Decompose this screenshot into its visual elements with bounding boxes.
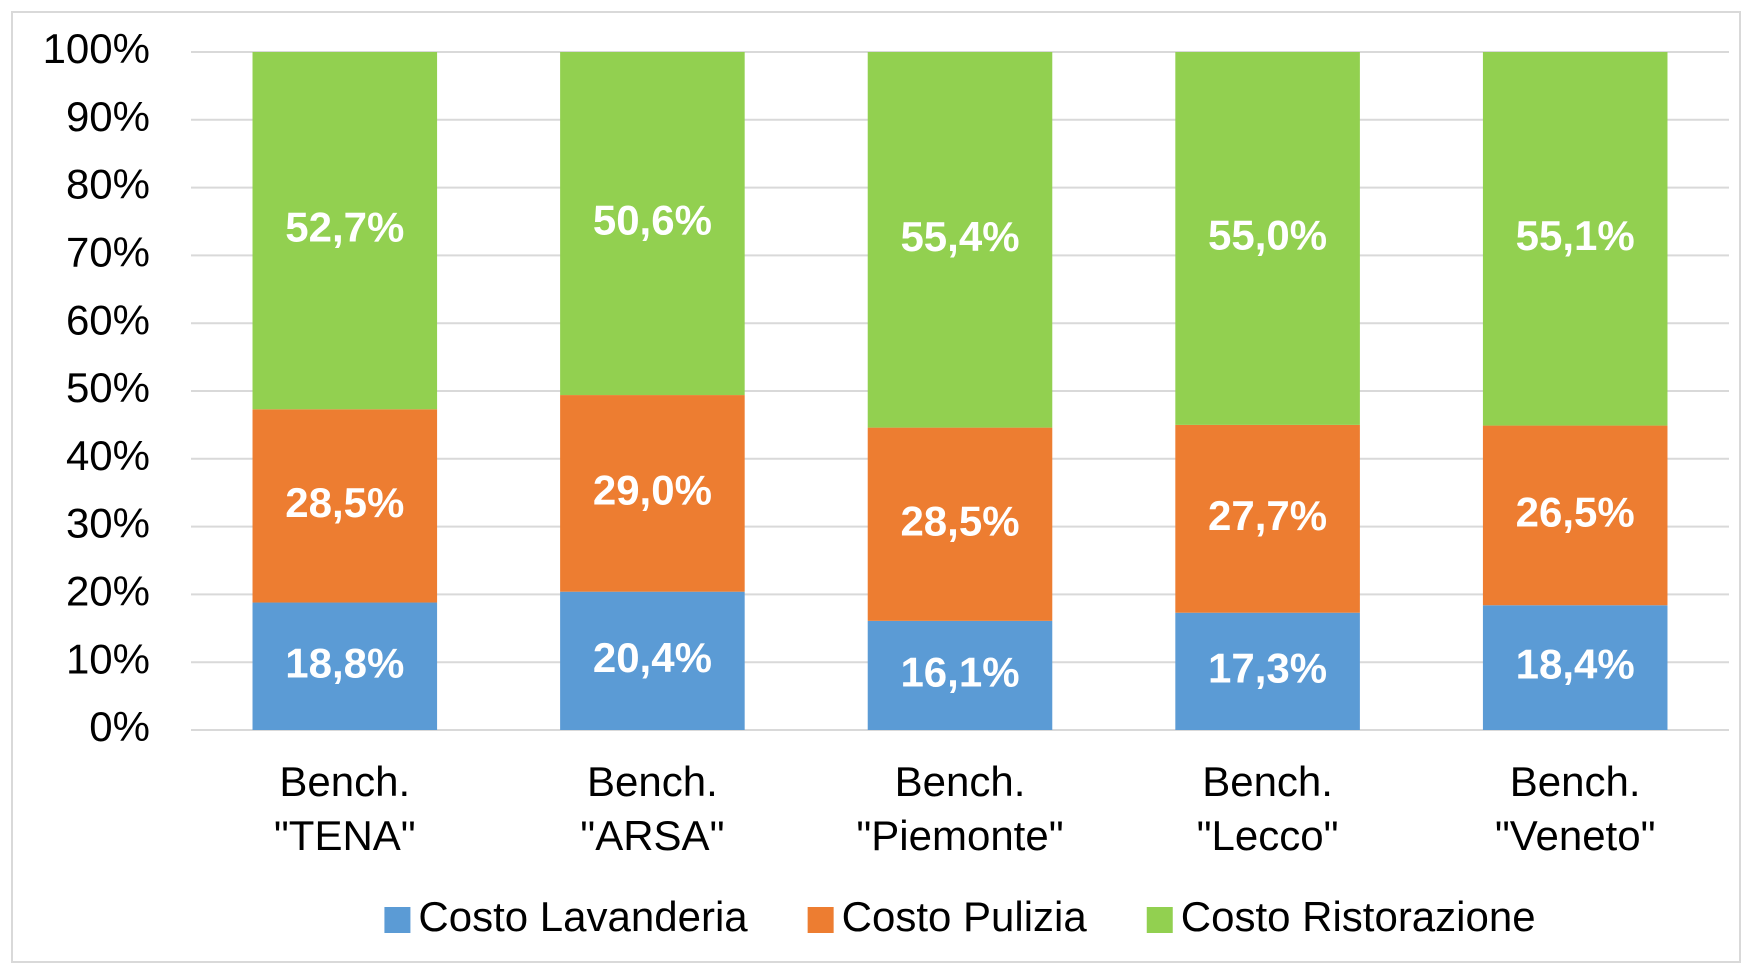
bar-segment (867, 52, 1053, 428)
legend-label: Costo Ristorazione (1181, 893, 1536, 940)
data-label: 52,7% (285, 204, 404, 251)
data-label: 18,4% (1516, 641, 1635, 688)
legend-label: Costo Pulizia (842, 893, 1088, 940)
data-label: 16,1% (900, 649, 1019, 696)
bar-segment (1482, 52, 1668, 426)
y-tick-label: 90% (66, 93, 150, 140)
legend-swatch (384, 907, 411, 933)
legend-swatch (1146, 907, 1173, 933)
chart-frame (11, 11, 1741, 963)
bar-segment (1175, 424, 1360, 613)
bar-segment (252, 52, 438, 410)
data-label: 55,1% (1516, 212, 1635, 259)
data-label: 28,5% (285, 479, 404, 526)
bar-segment (1175, 52, 1360, 425)
y-tick-label: 40% (66, 432, 150, 479)
data-label: 17,3% (1208, 644, 1327, 691)
y-tick-label: 70% (66, 228, 150, 275)
legend-swatch (807, 907, 834, 933)
y-tick-label: 60% (66, 296, 150, 343)
data-label: 27,7% (1208, 492, 1327, 539)
bar-segment (867, 427, 1053, 621)
bar-segment (1482, 605, 1668, 730)
legend: Costo Lavanderia Costo Pulizia Costo Risto… (384, 893, 1536, 940)
y-tick-label: 50% (66, 364, 150, 411)
y-tick-label: 0% (89, 703, 150, 750)
data-label: 20,4% (593, 634, 712, 681)
x-tick-label: Bench. "Lecco" (1196, 758, 1339, 859)
x-tick-label: Bench. "Piemonte" (856, 758, 1064, 859)
y-tick-label: 100% (43, 25, 150, 72)
bar-segment (560, 395, 745, 592)
data-label: 55,4% (900, 213, 1019, 260)
data-label: 50,6% (593, 197, 712, 244)
data-label: 26,5% (1516, 489, 1635, 536)
bar-segment (1482, 425, 1668, 606)
data-label: 55,0% (1208, 212, 1327, 259)
y-tick-label: 30% (66, 500, 150, 547)
bar-segment (560, 591, 745, 730)
x-tick-label: Bench. "TENA" (273, 758, 416, 859)
data-label: 28,5% (900, 497, 1019, 544)
bar-segment (867, 620, 1053, 730)
data-label: 18,8% (285, 639, 404, 686)
data-label: 29,0% (593, 466, 712, 513)
y-tick-label: 10% (66, 635, 150, 682)
x-tick-label: Bench. "Veneto" (1494, 758, 1656, 859)
bar-segment (560, 52, 745, 396)
bar-segment (1175, 612, 1360, 730)
bar-segment (252, 409, 438, 603)
x-tick-label: Bench. "ARSA" (580, 758, 725, 859)
y-tick-label: 80% (66, 161, 150, 208)
legend-label: Costo Lavanderia (418, 893, 748, 940)
bar-segment (252, 602, 438, 730)
y-tick-label: 20% (66, 567, 150, 614)
